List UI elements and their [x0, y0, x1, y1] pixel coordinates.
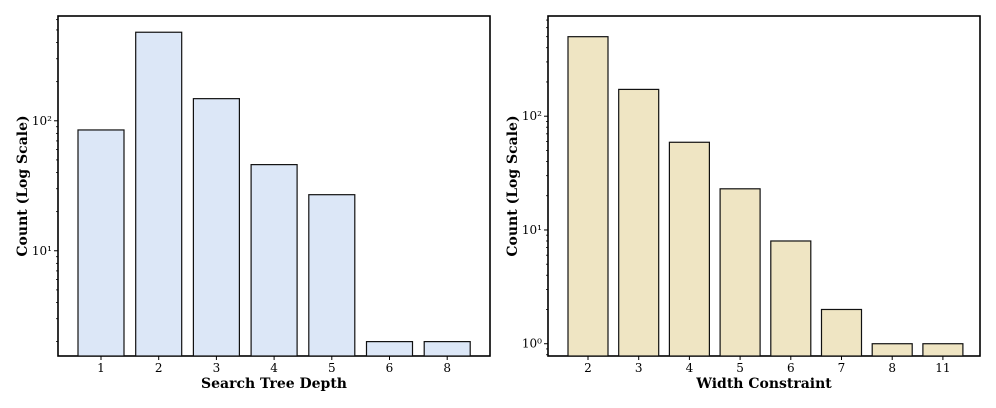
bar-width-5: [719, 188, 761, 357]
x-tick-label: 4: [270, 361, 278, 375]
y-axis-title: Count (Log Scale): [15, 115, 31, 256]
bar-width-8: [871, 343, 913, 357]
bar-width-6: [770, 240, 812, 357]
x-tick-label: 5: [328, 361, 336, 375]
x-tick-label: 3: [213, 361, 221, 375]
bar-depth-5: [308, 194, 356, 357]
bar-width-11: [922, 343, 964, 357]
bar-width-7: [820, 308, 863, 357]
x-tick-label: 8: [888, 361, 896, 375]
x-tick-label: 8: [443, 361, 451, 375]
bar-width-3: [618, 88, 660, 357]
x-tick-label: 6: [787, 361, 795, 375]
x-axis-title: Search Tree Depth: [201, 376, 347, 392]
y-tick-label: 10⁰: [522, 337, 542, 351]
bar-depth-4: [250, 164, 298, 357]
x-tick-label: 7: [838, 361, 846, 375]
y-tick-label: 10¹: [522, 223, 542, 237]
x-tick-label: 11: [935, 361, 950, 375]
x-axis-title: Width Constraint: [695, 376, 832, 392]
plot-frame: [547, 15, 981, 357]
y-axis-title: Count (Log Scale): [505, 115, 521, 256]
x-tick-label: 2: [155, 361, 163, 375]
x-tick-label: 5: [736, 361, 744, 375]
x-tick-label: 2: [584, 361, 592, 375]
bar-width-2: [567, 36, 609, 357]
x-tick-label: 4: [686, 361, 694, 375]
x-tick-label: 6: [386, 361, 394, 375]
y-tick-label: 10²: [32, 114, 52, 128]
x-tick-label: 1: [97, 361, 105, 375]
y-tick-label: 10¹: [32, 244, 52, 258]
y-tick-label: 10²: [522, 109, 542, 123]
bar-width-4: [668, 141, 711, 357]
bar-depth-3: [192, 98, 240, 357]
x-tick-label: 3: [635, 361, 643, 375]
